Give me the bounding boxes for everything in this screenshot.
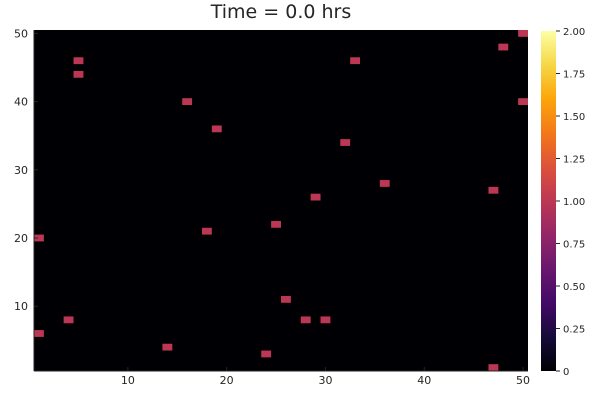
colorbar-tick-label: 1.50 (563, 112, 585, 123)
heatmap-cell (281, 295, 291, 303)
colorbar-tick-label: 1.25 (563, 155, 585, 166)
colorbar-tick-label: 2.00 (563, 27, 585, 38)
x-tick-label: 50 (516, 374, 530, 387)
heatmap-cell (63, 316, 74, 324)
heatmap-cell (162, 343, 173, 351)
heatmap-cell (34, 234, 44, 242)
heatmap-cell (201, 227, 212, 235)
y-tick-label: 30 (14, 164, 28, 177)
heatmap-cell (518, 98, 528, 106)
heatmap-cell (340, 139, 351, 146)
colorbar-tick-label: 0.75 (563, 240, 585, 251)
y-axis-ticks: 10 20 30 40 50 (14, 27, 38, 313)
heatmap-cell (518, 30, 528, 37)
x-tick-label: 30 (318, 374, 332, 387)
heatmap-cell (379, 180, 390, 187)
heatmap-cell (300, 316, 311, 324)
x-axis-ticks: 10 20 30 40 50 (121, 367, 530, 387)
plot-area (34, 30, 528, 371)
colorbar-tick-label: 1.00 (563, 197, 585, 208)
heatmap-cell (320, 316, 331, 324)
heatmap-cell (261, 350, 272, 358)
colorbar-tick-label: 0.25 (563, 325, 585, 336)
chart-title: Time = 0.0 hrs (210, 1, 352, 23)
y-tick-label: 40 (14, 96, 28, 109)
colorbar (541, 31, 556, 371)
y-tick-label: 20 (14, 232, 28, 245)
x-tick-label: 10 (121, 374, 135, 387)
heatmap-cell (182, 98, 193, 106)
heatmap-cell (211, 125, 222, 133)
heatmap-cell (498, 43, 509, 51)
heatmap-cells (34, 30, 528, 371)
colorbar-tick-label: 0.50 (563, 282, 585, 293)
heatmap-cell (34, 330, 44, 337)
heatmap-cell (488, 186, 499, 194)
heatmap-cell (488, 364, 499, 371)
heatmap-cell (271, 220, 281, 228)
heatmap-cell (350, 57, 361, 65)
y-tick-label: 10 (14, 300, 28, 313)
colorbar-tick-label: 0 (563, 367, 569, 378)
y-tick-label: 50 (14, 27, 28, 40)
heatmap-cell (73, 70, 84, 78)
x-tick-label: 40 (417, 374, 431, 387)
colorbar-tick-label: 1.75 (563, 70, 585, 81)
heatmap-cell (73, 57, 84, 65)
x-tick-label: 20 (220, 374, 234, 387)
colorbar-ticks: 0 0.25 0.50 0.75 1.00 1.25 1.50 1.75 2.00 (556, 27, 585, 378)
heatmap-cell (310, 193, 321, 201)
